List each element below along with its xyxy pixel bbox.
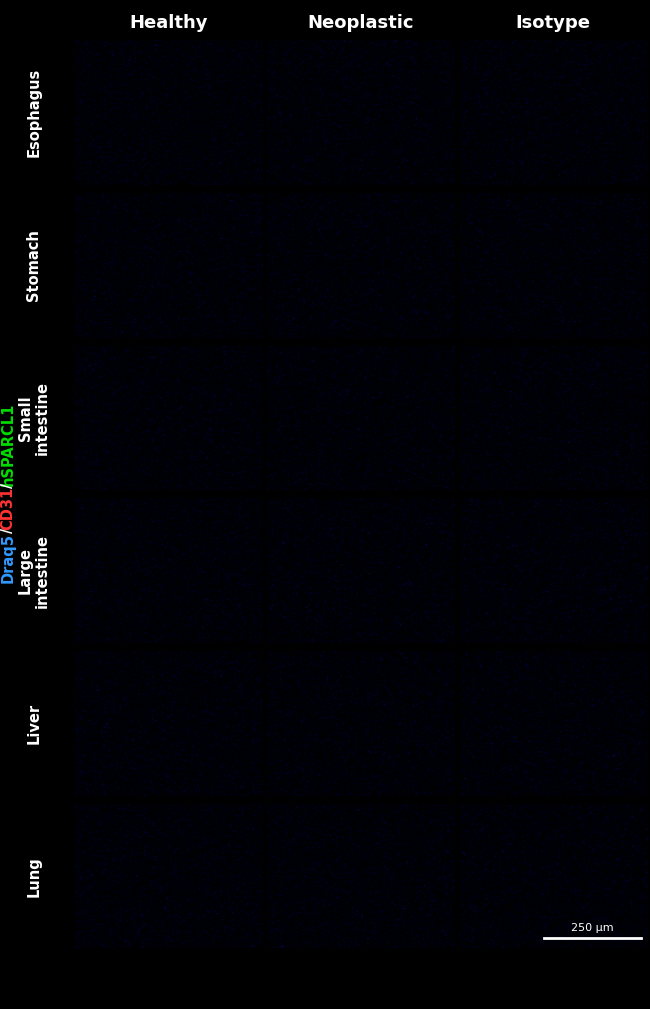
- Text: Lung: Lung: [26, 856, 42, 897]
- Text: Healthy: Healthy: [129, 14, 207, 32]
- Text: Draq5: Draq5: [0, 533, 16, 583]
- Text: Esophagus: Esophagus: [26, 68, 42, 157]
- Text: Isotype: Isotype: [515, 14, 591, 32]
- Text: Liver: Liver: [26, 703, 42, 744]
- Text: /: /: [0, 482, 16, 488]
- Text: Large
intestine: Large intestine: [18, 534, 50, 607]
- Text: /: /: [0, 528, 16, 534]
- Text: Stomach: Stomach: [26, 229, 42, 302]
- Text: Neoplastic: Neoplastic: [307, 14, 414, 32]
- Text: 250 μm: 250 μm: [571, 922, 614, 932]
- Text: Small
intestine: Small intestine: [18, 381, 50, 455]
- Text: CD31: CD31: [0, 486, 16, 530]
- Text: hSPARCL1: hSPARCL1: [0, 403, 16, 486]
